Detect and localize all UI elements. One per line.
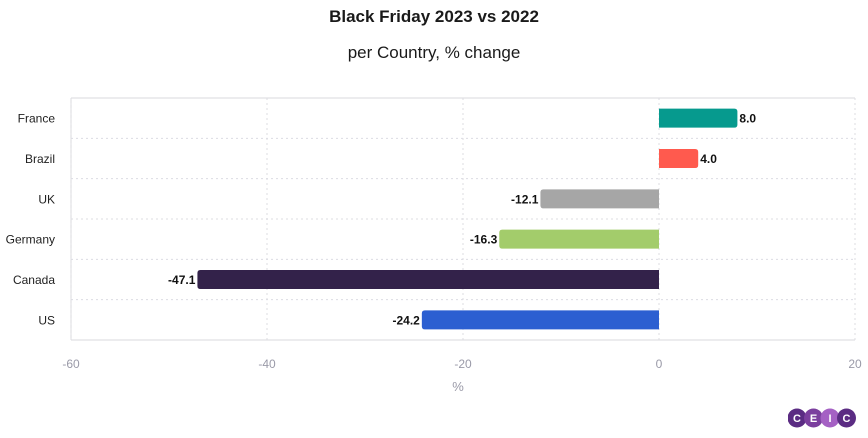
logo-circle <box>837 408 856 428</box>
logo-circle <box>820 408 840 428</box>
chart-subtitle: per Country, % change <box>347 43 521 62</box>
data-label: 4.0 <box>700 152 717 166</box>
x-tick-label: 0 <box>656 357 663 371</box>
tick-labels: -60 -40 -20 0 20 <box>62 357 862 371</box>
data-label: -16.3 <box>470 233 498 247</box>
data-label: 8.0 <box>739 112 756 126</box>
category-label: UK <box>38 192 55 206</box>
category-label: US <box>38 313 55 327</box>
grid-lines <box>70 97 856 341</box>
data-label: -47.1 <box>168 273 196 287</box>
bar-canada <box>197 270 660 289</box>
category-labels: France Brazil UK Germany Canada US <box>6 112 56 328</box>
logo-circle <box>788 408 807 428</box>
x-tick-label: -20 <box>454 357 472 371</box>
logo-letter: C <box>793 413 801 425</box>
category-label: Canada <box>13 273 55 287</box>
x-tick-label: -40 <box>258 357 276 371</box>
bars: 8.0 4.0 -12.1 -16.3 -47.1 -24.2 <box>168 108 756 330</box>
data-label: -24.2 <box>392 313 420 327</box>
logo-letter: I <box>828 413 831 425</box>
x-axis-label: % <box>452 379 464 394</box>
bar-germany <box>499 229 659 249</box>
x-tick-label: -60 <box>62 357 80 371</box>
data-label: -12.1 <box>511 192 539 206</box>
bar-uk <box>540 189 659 209</box>
logo-letter: C <box>843 413 851 425</box>
bar-france <box>659 108 738 128</box>
x-tick-label: 20 <box>848 357 862 371</box>
logo-letter: E <box>810 413 817 425</box>
chart-title: Black Friday 2023 vs 2022 <box>329 7 539 26</box>
logo-circle <box>804 408 823 428</box>
category-label: France <box>18 112 56 126</box>
category-label: Brazil <box>25 152 55 166</box>
category-label: Germany <box>6 233 55 247</box>
bar-us <box>421 310 659 330</box>
bar-brazil <box>659 149 699 168</box>
